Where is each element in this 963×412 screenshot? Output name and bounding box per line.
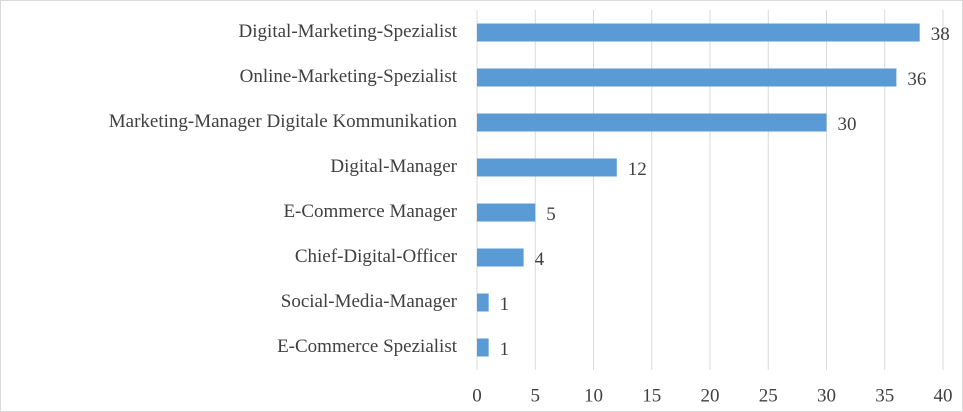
y-tick-label: Digital-Marketing-Spezialist xyxy=(239,21,458,42)
x-tick-label: 0 xyxy=(472,385,482,406)
x-tick-label: 20 xyxy=(701,385,720,406)
x-tick-label: 5 xyxy=(531,385,541,406)
y-tick-label: Digital-Manager xyxy=(330,156,457,177)
y-tick-label: E-Commerce Spezialist xyxy=(277,336,458,357)
data-label: 38 xyxy=(931,24,950,45)
y-tick-label: Chief-Digital-Officer xyxy=(295,246,458,267)
bar xyxy=(477,338,489,357)
bar xyxy=(477,293,489,312)
x-tick-label: 35 xyxy=(875,385,894,406)
bar xyxy=(477,113,827,132)
x-tick-label: 15 xyxy=(642,385,661,406)
x-tick-label: 10 xyxy=(584,385,603,406)
data-label: 36 xyxy=(907,69,926,90)
data-label: 30 xyxy=(838,114,857,135)
y-tick-label: Online-Marketing-Spezialist xyxy=(240,66,458,87)
data-label: 5 xyxy=(546,204,556,225)
y-tick-label: E-Commerce Manager xyxy=(283,201,457,222)
bar xyxy=(477,23,920,42)
data-label: 12 xyxy=(628,159,647,180)
x-tick-label: 25 xyxy=(759,385,778,406)
bar xyxy=(477,203,536,222)
data-label: 1 xyxy=(500,339,510,360)
bar xyxy=(477,248,524,267)
x-tick-label: 30 xyxy=(817,385,836,406)
y-tick-label: Marketing-Manager Digitale Kommunikation xyxy=(109,111,458,132)
y-tick-label: Social-Media-Manager xyxy=(281,291,458,312)
bar xyxy=(477,158,617,177)
x-tick-label: 40 xyxy=(934,385,953,406)
data-label: 4 xyxy=(535,249,545,270)
data-label: 1 xyxy=(500,294,510,315)
bar xyxy=(477,68,897,87)
